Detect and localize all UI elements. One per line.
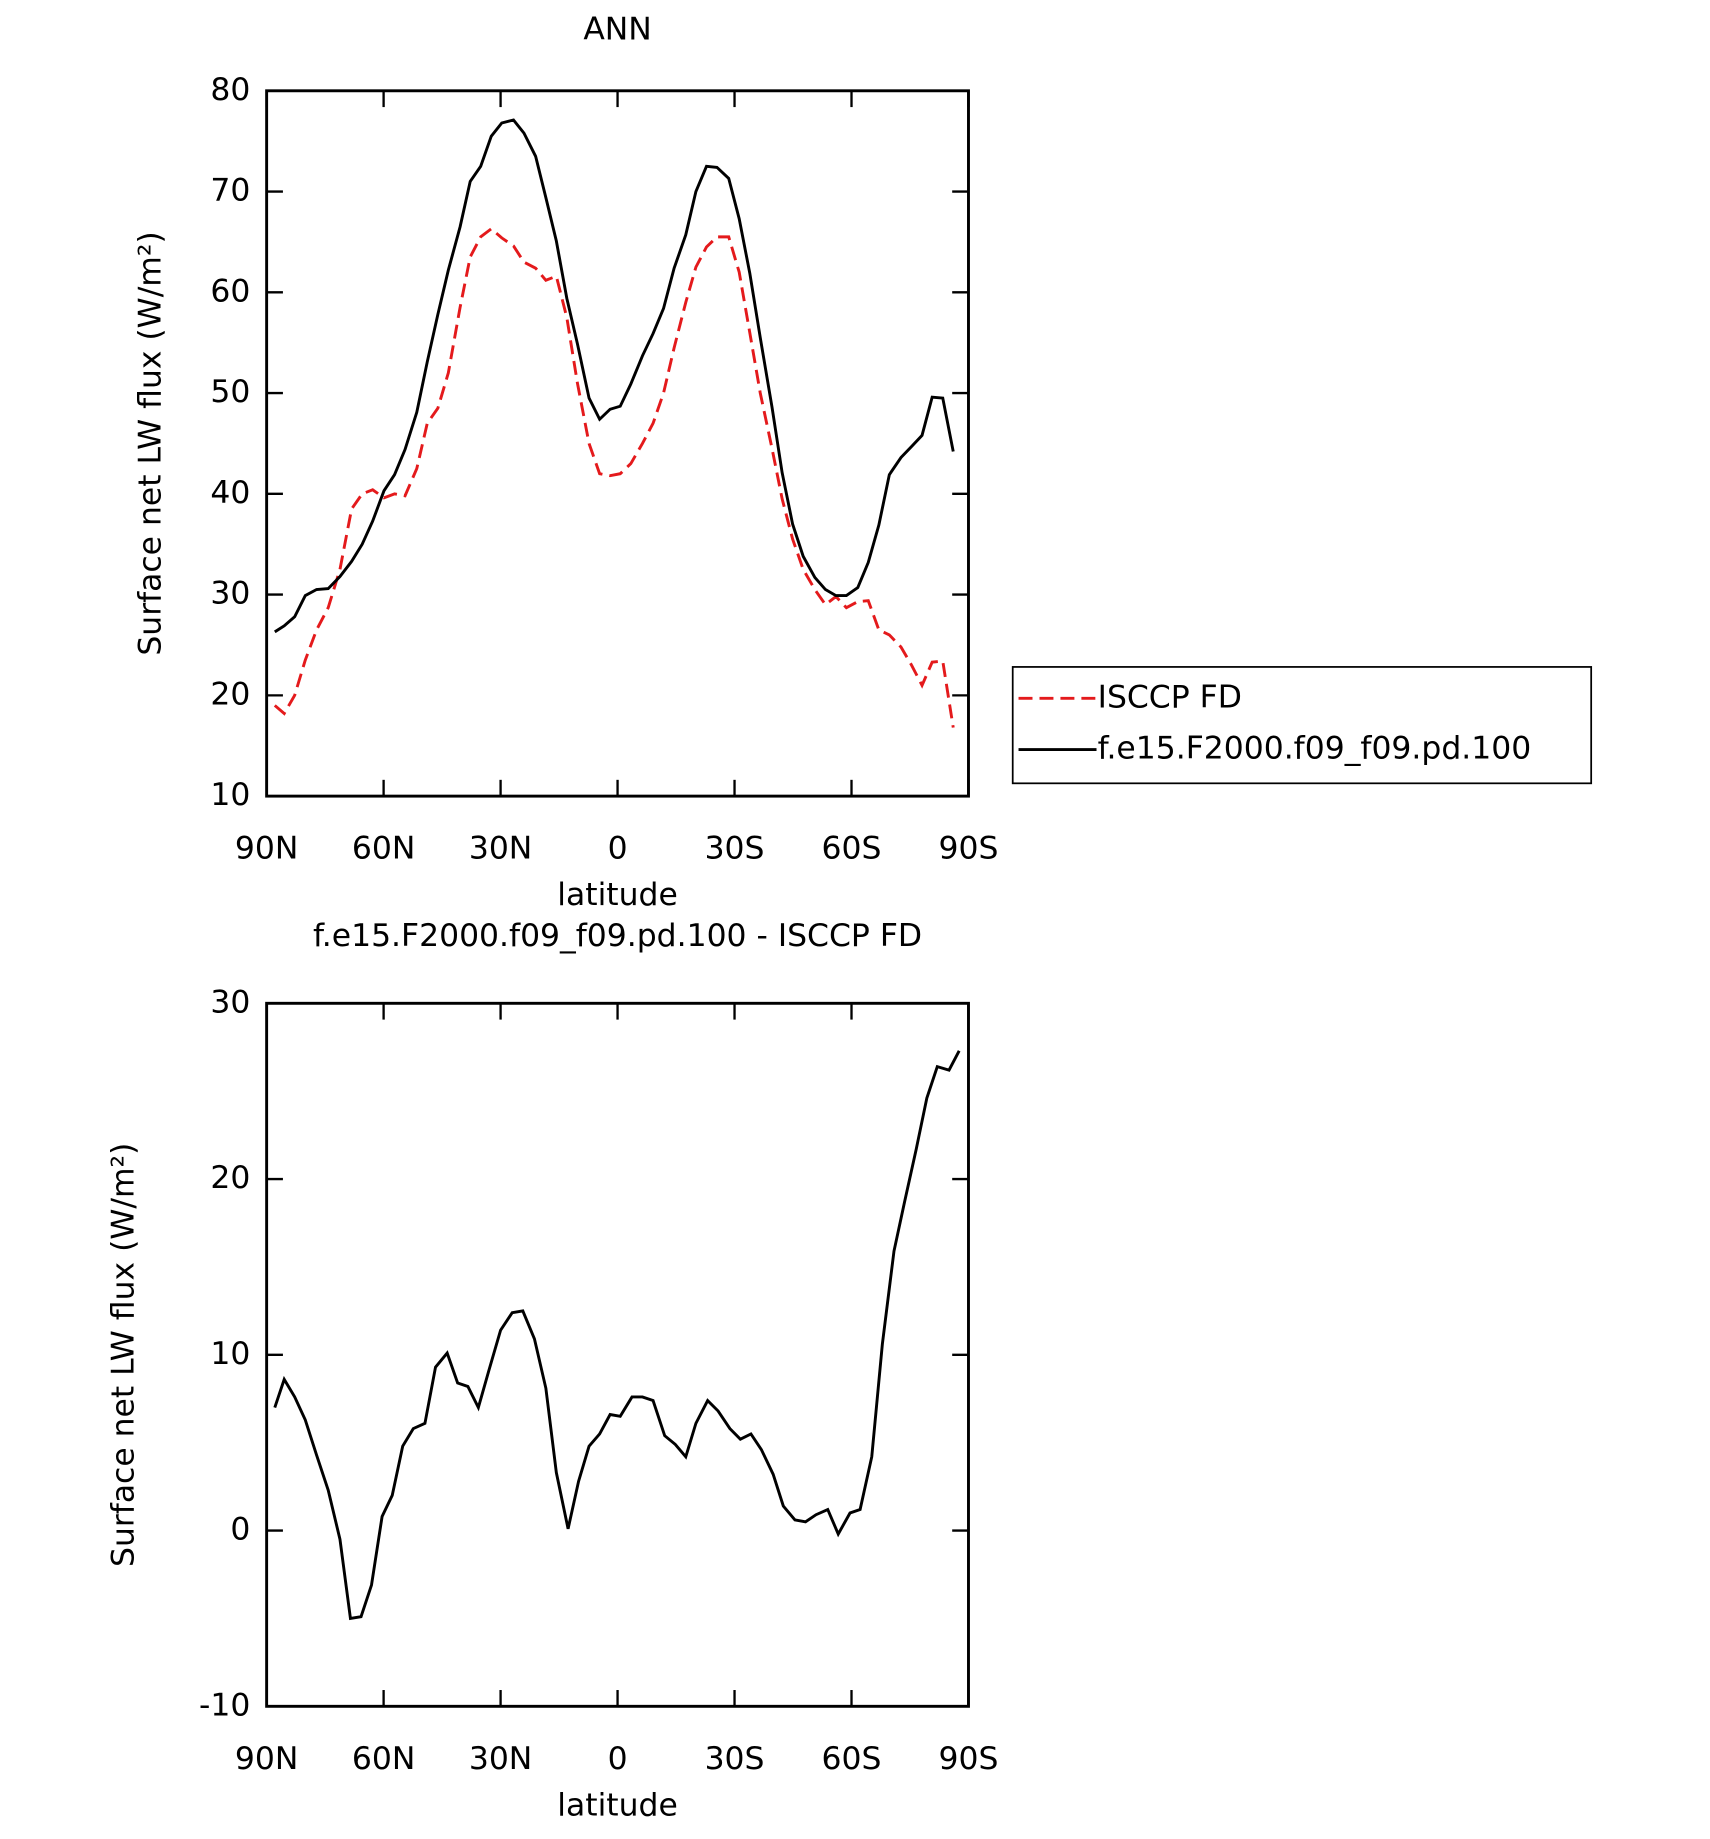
y-tick-label: 10 xyxy=(210,777,250,813)
y-tick-label: 80 xyxy=(210,72,250,108)
data-line xyxy=(273,226,955,728)
x-axis-label: latitude xyxy=(557,1787,678,1823)
y-tick-label: 10 xyxy=(210,1336,250,1372)
y-tick-label: 30 xyxy=(210,984,250,1020)
plot: f.e15.F2000.f09_f09.pd.100 - ISCCP FD lat… xyxy=(106,918,999,1823)
plot: ANN latitude Surface net LW flux (W/m²) 90N… xyxy=(132,11,1593,913)
y-tick-label: 20 xyxy=(210,1160,250,1196)
data-line xyxy=(273,1050,961,1621)
plot-frame xyxy=(265,89,970,798)
chart-title: ANN xyxy=(583,11,651,47)
x-tick-label: 30N xyxy=(469,1741,532,1777)
legend-box xyxy=(1011,666,1593,785)
x-tick-label: 30N xyxy=(469,831,532,867)
x-tick-label: 90S xyxy=(939,831,999,867)
x-tick-label: 0 xyxy=(608,1741,628,1777)
x-tick-label: 60S xyxy=(822,831,882,867)
x-tick-label: 60N xyxy=(352,831,415,867)
x-tick-label: 60N xyxy=(352,1741,415,1777)
legend-label: ISCCP FD xyxy=(1098,679,1242,715)
x-tick-label: 60S xyxy=(822,1741,882,1777)
chart-title: f.e15.F2000.f09_f09.pd.100 - ISCCP FD xyxy=(313,918,922,954)
data-line xyxy=(273,118,955,634)
x-tick-label: 90S xyxy=(939,1741,999,1777)
plot-frame xyxy=(265,1001,970,1708)
y-tick-label: 60 xyxy=(210,273,250,309)
x-tick-label: 90N xyxy=(235,1741,298,1777)
y-tick-label: 70 xyxy=(210,173,250,209)
y-axis-label: Surface net LW flux (W/m²) xyxy=(106,1143,142,1567)
y-tick-label: -10 xyxy=(199,1687,250,1723)
y-tick-label: 50 xyxy=(210,374,250,410)
y-tick-label: 40 xyxy=(210,475,250,511)
y-tick-label: 20 xyxy=(210,676,250,712)
x-tick-label: 30S xyxy=(705,1741,765,1777)
x-axis-label: latitude xyxy=(557,877,678,913)
x-tick-label: 0 xyxy=(608,831,628,867)
x-tick-label: 30S xyxy=(705,831,765,867)
legend-label: f.e15.F2000.f09_f09.pd.100 xyxy=(1098,731,1532,767)
y-tick-label: 0 xyxy=(230,1512,250,1548)
x-tick-label: 90N xyxy=(235,831,298,867)
y-tick-label: 30 xyxy=(210,576,250,612)
y-axis-label: Surface net LW flux (W/m²) xyxy=(132,231,168,655)
